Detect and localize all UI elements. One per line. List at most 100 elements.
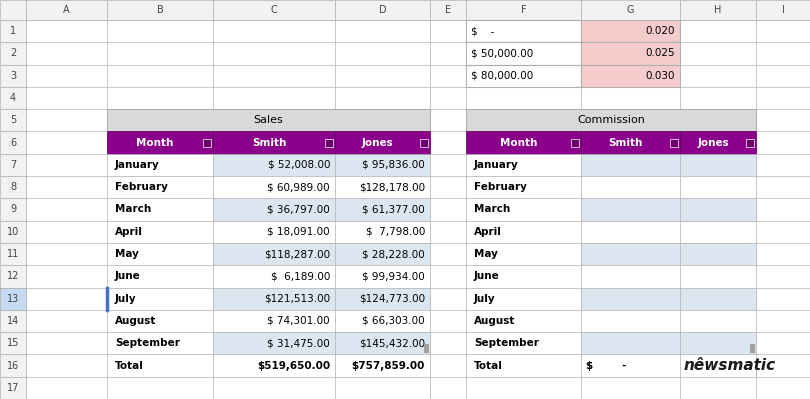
Bar bbox=[756, 65, 810, 87]
Bar bbox=[581, 87, 680, 109]
Bar bbox=[0, 221, 26, 243]
Bar bbox=[213, 332, 335, 354]
Bar bbox=[680, 132, 756, 154]
Bar bbox=[430, 87, 466, 109]
Bar bbox=[466, 65, 581, 87]
Bar bbox=[213, 65, 335, 87]
Bar bbox=[0, 109, 26, 132]
Bar bbox=[680, 198, 756, 221]
Text: A: A bbox=[63, 5, 70, 15]
Bar bbox=[424, 344, 429, 354]
Bar bbox=[107, 288, 213, 310]
Bar bbox=[107, 154, 213, 176]
Bar bbox=[213, 243, 335, 265]
Bar bbox=[213, 20, 335, 42]
Bar bbox=[466, 243, 581, 265]
Bar bbox=[756, 243, 810, 265]
Text: $519,650.00: $519,650.00 bbox=[257, 361, 330, 371]
Text: $ 74,301.00: $ 74,301.00 bbox=[267, 316, 330, 326]
Text: Jones: Jones bbox=[697, 138, 729, 148]
Bar bbox=[107, 354, 213, 377]
Bar bbox=[335, 176, 430, 198]
Bar bbox=[213, 198, 335, 221]
Bar bbox=[581, 310, 680, 332]
Text: Commission: Commission bbox=[577, 115, 645, 125]
Bar bbox=[213, 288, 335, 310]
Text: G: G bbox=[627, 5, 634, 15]
Bar bbox=[420, 138, 428, 146]
Bar bbox=[430, 176, 466, 198]
Bar bbox=[581, 109, 680, 132]
Bar bbox=[107, 109, 213, 132]
Bar bbox=[680, 221, 756, 243]
Text: Month: Month bbox=[500, 138, 537, 148]
Bar bbox=[581, 221, 680, 243]
Text: $ 80,000.00: $ 80,000.00 bbox=[471, 71, 533, 81]
Bar bbox=[107, 109, 430, 132]
Text: $  7,798.00: $ 7,798.00 bbox=[365, 227, 425, 237]
Bar bbox=[335, 354, 430, 377]
Bar bbox=[430, 288, 466, 310]
Bar bbox=[430, 198, 466, 221]
Text: $ 60,989.00: $ 60,989.00 bbox=[267, 182, 330, 192]
Text: $757,859.00: $757,859.00 bbox=[352, 361, 425, 371]
Bar bbox=[466, 332, 581, 354]
Bar bbox=[430, 377, 466, 399]
Bar bbox=[430, 265, 466, 288]
Text: March: March bbox=[474, 205, 510, 215]
Bar bbox=[213, 176, 335, 198]
Bar bbox=[107, 221, 213, 243]
Bar bbox=[430, 154, 466, 176]
Text: 11: 11 bbox=[6, 249, 19, 259]
Bar bbox=[107, 198, 213, 221]
Bar bbox=[26, 42, 107, 65]
Bar bbox=[466, 354, 581, 377]
Text: Sales: Sales bbox=[254, 115, 284, 125]
Bar bbox=[680, 377, 756, 399]
Text: 0.020: 0.020 bbox=[646, 26, 675, 36]
Bar bbox=[0, 310, 26, 332]
Text: B: B bbox=[156, 5, 164, 15]
Text: September: September bbox=[115, 338, 180, 348]
Bar bbox=[213, 132, 335, 154]
Bar bbox=[430, 65, 466, 87]
Bar bbox=[430, 354, 466, 377]
Bar bbox=[680, 221, 756, 243]
Bar bbox=[335, 109, 430, 132]
Text: 5: 5 bbox=[10, 115, 16, 125]
Bar bbox=[213, 377, 335, 399]
Text: January: January bbox=[115, 160, 160, 170]
Bar bbox=[430, 42, 466, 65]
Text: $ 18,091.00: $ 18,091.00 bbox=[267, 227, 330, 237]
Bar bbox=[466, 377, 581, 399]
Text: $ 50,000.00: $ 50,000.00 bbox=[471, 48, 533, 58]
Text: 17: 17 bbox=[6, 383, 19, 393]
Bar bbox=[107, 176, 213, 198]
Bar bbox=[466, 42, 581, 65]
Bar bbox=[680, 265, 756, 288]
Bar bbox=[581, 65, 680, 87]
Bar bbox=[107, 221, 213, 243]
Bar bbox=[213, 332, 335, 354]
Bar bbox=[107, 354, 213, 377]
Bar bbox=[335, 243, 430, 265]
Bar bbox=[680, 243, 756, 265]
Text: 6: 6 bbox=[10, 138, 16, 148]
Bar bbox=[335, 221, 430, 243]
Bar bbox=[0, 0, 26, 20]
Bar bbox=[107, 288, 213, 310]
Bar bbox=[213, 354, 335, 377]
Text: $ 66,303.00: $ 66,303.00 bbox=[362, 316, 425, 326]
Bar bbox=[335, 288, 430, 310]
Bar bbox=[335, 310, 430, 332]
Bar bbox=[680, 176, 756, 198]
Text: E: E bbox=[445, 5, 451, 15]
Text: February: February bbox=[115, 182, 168, 192]
Bar bbox=[213, 288, 335, 310]
Bar bbox=[680, 198, 756, 221]
Bar bbox=[26, 20, 107, 42]
Bar bbox=[107, 332, 213, 354]
Bar bbox=[756, 132, 810, 154]
Bar bbox=[213, 310, 335, 332]
Bar bbox=[680, 265, 756, 288]
